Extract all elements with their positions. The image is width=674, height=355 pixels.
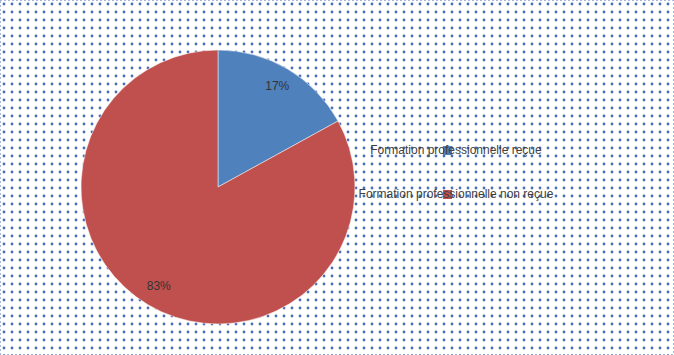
svg-text:Formation professionnelle non: Formation professionnelle non reçue [359, 187, 554, 201]
svg-text:Formation professionnelle reçu: Formation professionnelle reçue [370, 143, 542, 157]
svg-text:83%: 83% [147, 279, 171, 293]
svg-text:17%: 17% [265, 79, 289, 93]
